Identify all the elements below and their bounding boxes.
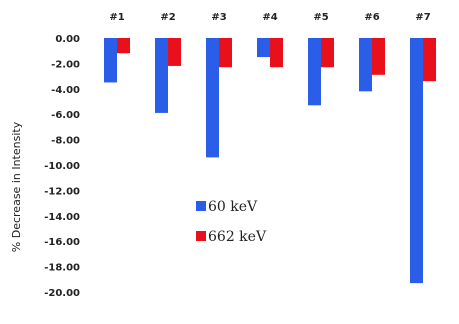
y-tick-label: 0.00	[55, 34, 80, 45]
y-tick-label: -18.00	[44, 263, 80, 274]
y-tick-label: -20.00	[44, 288, 80, 299]
bars	[104, 38, 436, 284]
y-tick-label: -4.00	[51, 85, 80, 96]
category-label: #3	[211, 12, 226, 23]
bar-series-1	[104, 38, 117, 83]
y-tick-label: -6.00	[51, 110, 80, 121]
y-tick-label: -14.00	[44, 212, 80, 223]
category-label: #7	[415, 12, 430, 23]
legend: 60 keV 662 keV	[196, 199, 267, 245]
category-label: #5	[313, 12, 328, 23]
legend-label: 60 keV	[208, 199, 258, 215]
legend-swatch	[196, 201, 206, 211]
bar-series-1	[257, 38, 270, 58]
category-label: #2	[160, 12, 175, 23]
y-axis-title-group: % Decrease in Intensity	[10, 121, 23, 252]
y-tick-label: -10.00	[44, 161, 80, 172]
category-label: #6	[364, 12, 379, 23]
bar-series-1	[308, 38, 321, 106]
bar-series-2	[270, 38, 283, 68]
bar-series-2	[219, 38, 232, 68]
legend-swatch	[196, 231, 206, 241]
bar-series-1	[410, 38, 423, 284]
y-tick-label: -12.00	[44, 186, 80, 197]
y-tick-label: -8.00	[51, 136, 80, 147]
y-tick-label: -2.00	[51, 59, 80, 70]
bar-series-2	[423, 38, 436, 82]
bar-series-2	[321, 38, 334, 68]
legend-label: 662 keV	[208, 229, 267, 245]
bar-series-2	[168, 38, 181, 66]
y-axis-ticks: 0.00 -2.00 -4.00 -6.00 -8.00 -10.00 -12.00 -14.…	[44, 34, 80, 299]
bar-series-1	[155, 38, 168, 113]
bar-series-2	[372, 38, 385, 75]
category-label: #1	[109, 12, 124, 23]
y-axis-title: % Decrease in Intensity	[10, 121, 23, 252]
bar-series-1	[359, 38, 372, 92]
category-labels: #1#2#3#4#5#6#7#8	[109, 12, 430, 23]
bar-series-2	[117, 38, 130, 54]
bar-series-1	[206, 38, 219, 158]
y-tick-label: -16.00	[44, 237, 80, 248]
category-label: #4	[262, 12, 277, 23]
